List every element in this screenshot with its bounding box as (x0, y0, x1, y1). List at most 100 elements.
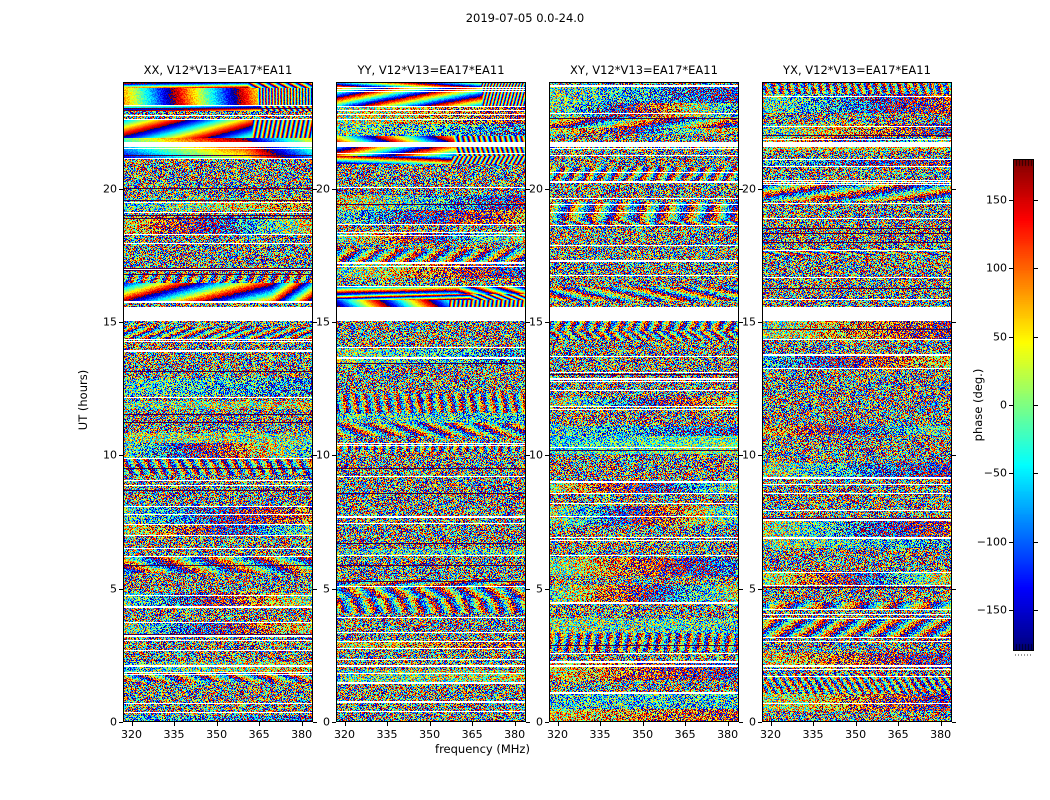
y-tick-mark (526, 722, 530, 723)
colorbar-underflow-marker (1015, 654, 1032, 656)
colorbar-tick-mark (1009, 473, 1013, 475)
x-tick-mark (557, 722, 559, 726)
y-tick-label: 20 (529, 182, 543, 196)
x-tick-mark (514, 722, 516, 726)
panel-title-xy: XY, V12*V13=EA17*EA11 (570, 63, 718, 77)
y-tick-label: 15 (529, 315, 543, 329)
y-tick-mark (739, 455, 743, 457)
colorbar-tick-mark (1009, 541, 1013, 543)
colorbar-tick-mark (1009, 336, 1013, 338)
y-tick-mark (526, 455, 530, 457)
x-tick-label: 320 (121, 728, 142, 741)
y-tick-mark (313, 188, 317, 190)
x-tick-label: 320 (547, 728, 568, 741)
x-tick-mark (131, 722, 133, 726)
x-tick-label: 335 (802, 728, 824, 741)
y-tick-mark (545, 322, 549, 323)
y-tick-mark (739, 188, 743, 190)
y-tick-mark (313, 722, 317, 723)
y-tick-label: 0 (110, 715, 117, 729)
colorbar-tick-label: −100 (976, 535, 1007, 549)
y-tick-label: 5 (110, 582, 117, 596)
x-tick-mark (344, 722, 346, 726)
y-tick-mark (758, 588, 762, 590)
panel-xy[interactable]: XY, V12*V13=EA17*EA11 (549, 63, 739, 722)
colorbar-tick-mark (1034, 610, 1038, 611)
waterfall-image (336, 82, 526, 722)
y-tick-label: 10 (103, 448, 117, 462)
y-tick-mark (739, 722, 743, 723)
y-tick-label: 20 (316, 182, 330, 196)
x-tick-label: 380 (504, 728, 526, 741)
y-tick-label: 5 (536, 582, 543, 596)
y-tick-mark (119, 322, 123, 323)
y-tick-mark (313, 455, 317, 457)
y-tick-mark (526, 588, 530, 590)
figure-suptitle: 2019-07-05 0.0-24.0 (465, 11, 585, 25)
colorbar-tick-mark (1009, 200, 1013, 201)
x-tick-label: 335 (589, 728, 611, 741)
x-tick-mark (940, 722, 942, 726)
colorbar-tick-label: 100 (986, 261, 1007, 275)
x-tick-mark (216, 722, 218, 726)
y-tick-mark (952, 322, 956, 323)
y-tick-mark (545, 588, 549, 590)
y-tick-mark (952, 188, 956, 190)
x-tick-label: 350 (419, 728, 441, 741)
colorbar-tick-mark (1034, 473, 1038, 475)
panel-title-yy: YY, V12*V13=EA17*EA11 (357, 63, 505, 77)
y-axis-label: UT (hours) (76, 369, 90, 431)
colorbar-tick-mark (1034, 268, 1038, 270)
y-tick-mark (545, 722, 549, 723)
x-tick-mark (855, 722, 857, 726)
x-tick-mark (429, 722, 431, 726)
x-tick-label: 380 (291, 728, 313, 741)
y-tick-mark (739, 322, 743, 323)
y-tick-mark (119, 188, 123, 190)
y-tick-mark (119, 588, 123, 590)
x-tick-label: 335 (376, 728, 398, 741)
colorbar-tick-label: −50 (983, 466, 1007, 480)
colorbar-gradient (1014, 160, 1033, 650)
x-tick-label: 365 (248, 728, 270, 741)
y-tick-mark (758, 722, 762, 723)
colorbar-tick-label: 150 (986, 193, 1007, 207)
panel-yy[interactable]: YY, V12*V13=EA17*EA11 (336, 63, 526, 722)
colorbar-tick-mark (1034, 200, 1038, 201)
x-tick-mark (259, 722, 261, 726)
x-tick-label: 380 (717, 728, 739, 741)
waterfall-image (123, 82, 313, 722)
colorbar-tick-mark (1009, 405, 1013, 406)
colorbar[interactable] (1013, 159, 1034, 651)
x-tick-label: 320 (760, 728, 781, 741)
y-tick-label: 15 (316, 315, 330, 329)
y-tick-mark (332, 588, 336, 590)
y-tick-label: 10 (742, 448, 756, 462)
y-tick-label: 5 (323, 582, 330, 596)
x-tick-mark (898, 722, 900, 726)
y-tick-mark (545, 455, 549, 457)
panel-yx[interactable]: YX, V12*V13=EA17*EA11 (762, 63, 952, 722)
y-tick-mark (952, 588, 956, 590)
x-axis-label: frequency (MHz) (435, 742, 530, 756)
y-tick-mark (526, 188, 530, 190)
waterfall-image (762, 82, 952, 722)
colorbar-tick-label: 0 (1000, 398, 1007, 412)
x-tick-mark (387, 722, 389, 726)
x-tick-label: 365 (461, 728, 483, 741)
colorbar-tick-mark (1034, 541, 1038, 543)
panel-title-xx: XX, V12*V13=EA17*EA11 (143, 63, 293, 77)
y-tick-mark (313, 322, 317, 323)
waterfall-image (549, 82, 739, 722)
y-tick-label: 0 (749, 715, 756, 729)
y-tick-label: 20 (742, 182, 756, 196)
panel-xx[interactable]: XX, V12*V13=EA17*EA11 (123, 63, 313, 722)
x-tick-label: 350 (845, 728, 867, 741)
y-tick-mark (952, 455, 956, 457)
x-tick-mark (472, 722, 474, 726)
y-tick-mark (119, 455, 123, 457)
x-tick-mark (727, 722, 729, 726)
y-tick-mark (952, 722, 956, 723)
y-tick-mark (526, 322, 530, 323)
